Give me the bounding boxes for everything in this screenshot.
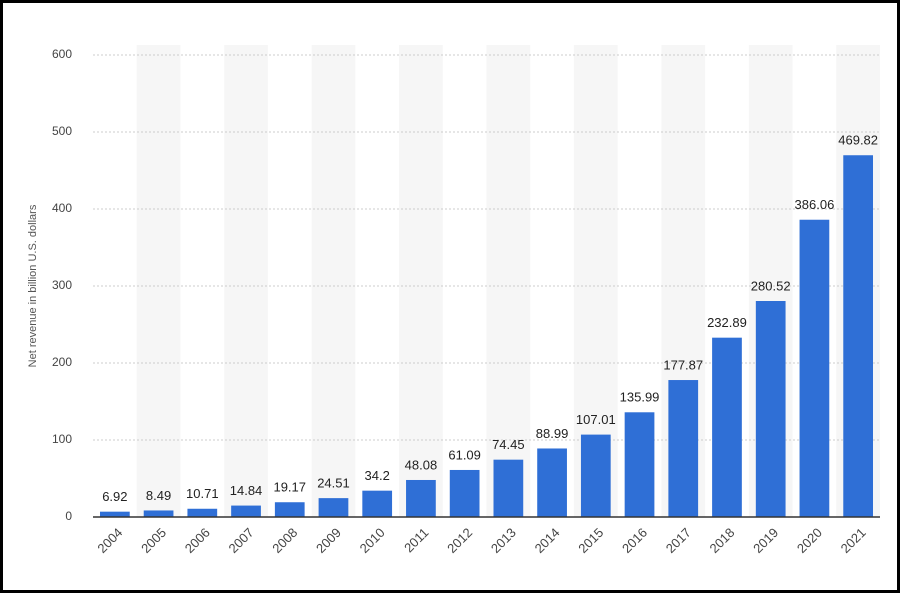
band <box>486 45 531 517</box>
value-label: 61.09 <box>448 447 481 462</box>
y-tick-label: 300 <box>52 278 72 292</box>
value-label: 135.99 <box>620 390 660 405</box>
band <box>311 45 356 517</box>
value-label: 10.71 <box>186 486 219 501</box>
y-tick-label: 400 <box>52 201 72 215</box>
y-tick-label: 600 <box>52 47 72 61</box>
bar <box>318 498 349 517</box>
value-label: 88.99 <box>536 426 569 441</box>
y-tick-label: 0 <box>65 509 72 523</box>
bar <box>712 337 742 517</box>
bar <box>143 510 174 517</box>
bar <box>537 448 567 517</box>
band <box>136 45 181 517</box>
value-label: 177.87 <box>663 357 703 372</box>
bar <box>274 502 305 517</box>
y-tick-label: 200 <box>52 355 72 369</box>
value-label: 34.2 <box>365 468 390 483</box>
bar <box>799 219 830 517</box>
bar <box>624 412 655 517</box>
value-label: 14.84 <box>230 483 263 498</box>
value-label: 19.17 <box>273 480 306 495</box>
value-label: 48.08 <box>405 457 438 472</box>
value-label: 8.49 <box>146 488 171 503</box>
bar <box>231 505 261 517</box>
bar <box>362 490 393 517</box>
band <box>399 45 443 517</box>
bar <box>493 459 524 517</box>
value-label: 24.51 <box>317 476 350 491</box>
bar <box>99 511 130 517</box>
bar <box>449 469 480 517</box>
value-label: 469.82 <box>838 133 878 148</box>
y-axis-label: Net revenue in billion U.S. dollars <box>27 204 39 367</box>
bar <box>755 300 786 517</box>
y-tick-label: 500 <box>52 124 72 138</box>
value-label: 107.01 <box>576 412 616 427</box>
y-tick-label: 100 <box>52 432 72 446</box>
value-label: 232.89 <box>707 315 747 330</box>
bar <box>668 380 699 517</box>
bar <box>187 508 218 517</box>
bar <box>843 155 874 518</box>
value-label: 74.45 <box>492 437 525 452</box>
bar <box>580 434 611 517</box>
band <box>224 45 268 517</box>
value-label: 6.92 <box>102 489 127 504</box>
value-label: 280.52 <box>751 278 791 293</box>
bar <box>406 479 436 517</box>
value-label: 386.06 <box>795 197 835 212</box>
